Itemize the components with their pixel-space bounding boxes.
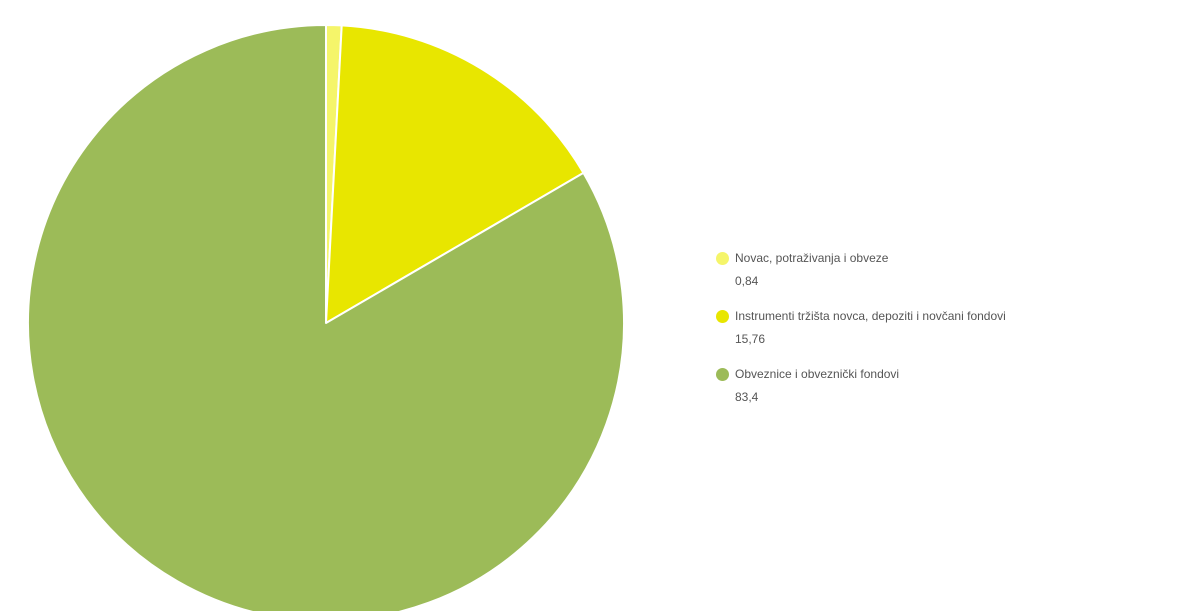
- legend-label-novac: Novac, potraživanja i obveze: [735, 251, 889, 265]
- legend-item-instrumenti[interactable]: Instrumenti tržišta novca, depoziti i no…: [716, 307, 1177, 365]
- pie-slice-obveznice[interactable]: [27, 24, 626, 611]
- legend-swatch-obveznice: [716, 368, 729, 381]
- legend-swatch-instrumenti: [716, 310, 729, 323]
- legend-swatch-novac: [716, 252, 729, 265]
- pie-slices: [27, 23, 626, 611]
- legend-value-obveznice: 83,4: [735, 390, 759, 404]
- chart-legend: Novac, potraživanja i obveze 0,84 Instru…: [716, 249, 1177, 423]
- legend-item-obveznice[interactable]: Obveznice i obveznički fondovi 83,4: [716, 365, 1177, 423]
- legend-label-instrumenti: Instrumenti tržišta novca, depoziti i no…: [735, 309, 1006, 323]
- legend-value-instrumenti: 15,76: [735, 332, 766, 346]
- pie-slice-instrumenti[interactable]: [325, 24, 585, 324]
- legend-value-novac: 0,84: [735, 274, 759, 288]
- legend-label-obveznice: Obveznice i obveznički fondovi: [735, 367, 900, 381]
- legend-item-novac[interactable]: Novac, potraživanja i obveze 0,84: [716, 249, 1177, 307]
